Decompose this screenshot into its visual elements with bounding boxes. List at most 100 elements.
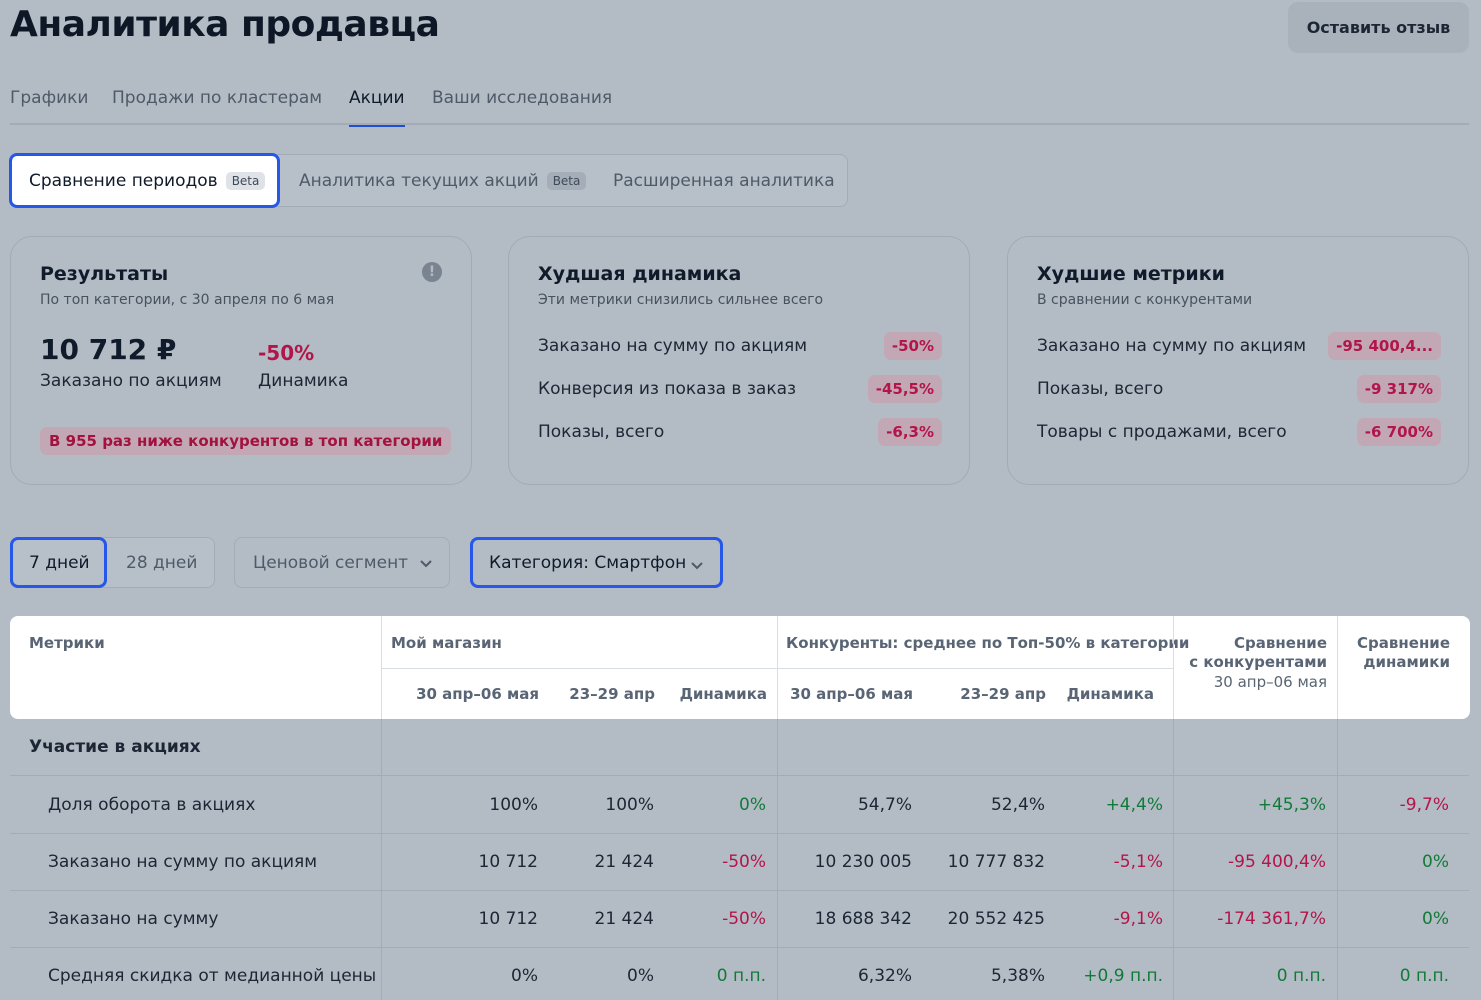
comp-current-value: 18 688 342 — [814, 909, 912, 929]
divider — [381, 719, 382, 1000]
divider — [381, 616, 382, 719]
vs-dynamics-value: 0 п.п. — [1399, 966, 1449, 986]
my-previous-value: 100% — [605, 795, 654, 815]
metric-value-badge: -9 317% — [1356, 375, 1441, 403]
comp-current-value: 6,32% — [857, 966, 912, 986]
price-segment-dropdown[interactable]: Ценовой сегмент — [234, 537, 450, 588]
metric-row: Показы, всего -9 317% — [1037, 375, 1441, 405]
subtab-advanced-analytics[interactable]: Расширенная аналитика — [613, 155, 835, 206]
col-my-store: Мой магазин — [391, 634, 502, 652]
period-7-days[interactable]: 7 дней — [10, 537, 107, 588]
beta-badge: Beta — [546, 171, 587, 190]
ordered-by-promo-label: Заказано по акциям — [40, 371, 222, 391]
worst-dynamics-card: Худшая динамика Эти метрики снизились си… — [508, 236, 970, 485]
subtab-label: Расширенная аналитика — [613, 170, 835, 191]
my-dynamics-value: 0 п.п. — [716, 966, 766, 986]
my-current-value: 10 712 — [478, 909, 538, 929]
category-dropdown[interactable]: Категория: Смартфон — [470, 537, 723, 588]
col-competitors: Конкуренты: среднее по Топ-50% в категор… — [786, 634, 1190, 652]
vs-competitors-value: +45,3% — [1257, 795, 1326, 815]
subtab-current-promotions[interactable]: Аналитика текущих акций Beta — [299, 155, 587, 206]
vs-dynamics-value: 0% — [1422, 852, 1449, 872]
info-icon[interactable]: ! — [422, 262, 442, 282]
col-compare-competitors-l1: Сравнение — [1234, 634, 1327, 652]
metric-label: Конверсия из показа в заказ — [538, 379, 797, 399]
metric-label: Показы, всего — [538, 422, 665, 442]
table-section-row: Участие в акциях — [10, 719, 1469, 776]
divider — [1337, 719, 1338, 1000]
section-title: Участие в акциях — [29, 737, 201, 757]
col-comp-previous: 23–29 апр — [960, 685, 1046, 703]
tab-your-research[interactable]: Ваши исследования — [432, 88, 613, 108]
card-subtitle: По топ категории, с 30 апреля по 6 мая — [40, 292, 335, 308]
table-row: Средняя скидка от медианной цены 0% 0% 0… — [10, 948, 1469, 1000]
vs-dynamics-value: -9,7% — [1399, 795, 1449, 815]
metric-name: Заказано на сумму — [48, 909, 219, 929]
divider — [382, 668, 1173, 669]
comp-dynamics-value: -5,1% — [1113, 852, 1163, 872]
my-current-value: 0% — [511, 966, 538, 986]
metric-name: Заказано на сумму по акциям — [48, 852, 318, 872]
divider — [1173, 719, 1174, 1000]
comp-current-value: 10 230 005 — [814, 852, 912, 872]
period-28-days[interactable]: 28 дней — [126, 552, 198, 573]
ordered-by-promo-value: 10 712 ₽ — [40, 333, 177, 366]
comp-current-value: 54,7% — [857, 795, 912, 815]
dynamics-label: Динамика — [258, 371, 349, 391]
metric-row: Заказано на сумму по акциям -50% — [538, 332, 942, 362]
col-my-previous: 23–29 апр — [569, 685, 655, 703]
metric-label: Заказано на сумму по акциям — [538, 336, 808, 356]
dynamics-value: -50% — [258, 341, 315, 365]
subtabs-segmented-control: Сравнение периодов Beta Аналитика текущи… — [9, 153, 848, 208]
chevron-down-icon — [420, 560, 432, 568]
col-my-dynamics: Динамика — [679, 685, 767, 703]
comp-dynamics-value: +0,9 п.п. — [1083, 966, 1163, 986]
subtab-label: Сравнение периодов — [29, 170, 218, 191]
my-dynamics-value: -50% — [722, 852, 766, 872]
my-current-value: 10 712 — [478, 852, 538, 872]
vs-competitors-value: 0 п.п. — [1276, 966, 1326, 986]
comp-previous-value: 52,4% — [990, 795, 1045, 815]
comp-previous-value: 10 777 832 — [947, 852, 1045, 872]
metric-value-badge: -50% — [883, 332, 942, 360]
subtab-period-comparison[interactable]: Сравнение периодов Beta — [9, 153, 280, 208]
divider — [777, 616, 778, 719]
beta-badge: Beta — [225, 171, 266, 190]
my-current-value: 100% — [489, 795, 538, 815]
chevron-down-icon — [691, 562, 703, 570]
vs-dynamics-value: 0% — [1422, 909, 1449, 929]
metric-label: Заказано на сумму по акциям — [1037, 336, 1307, 356]
divider — [777, 719, 778, 1000]
main-tabs: Графики Продажи по кластерам Акции Ваши … — [10, 84, 1469, 127]
my-dynamics-value: -50% — [722, 909, 766, 929]
card-subtitle: В сравнении с конкурентами — [1037, 292, 1253, 308]
table-row: Заказано на сумму 10 712 21 424 -50% 18 … — [10, 891, 1469, 948]
metric-value-badge: -95 400,4... — [1328, 332, 1441, 360]
metric-value-badge: -6 700% — [1356, 418, 1441, 446]
metric-value-badge: -6,3% — [878, 418, 942, 446]
card-title: Результаты — [40, 263, 169, 285]
table-row: Доля оборота в акциях 100% 100% 0% 54,7%… — [10, 777, 1469, 834]
metric-row: Показы, всего -6,3% — [538, 418, 942, 448]
tab-promotions[interactable]: Акции — [349, 88, 405, 127]
col-compare-dynamics-l2: динамики — [1363, 653, 1450, 671]
metric-label: Показы, всего — [1037, 379, 1164, 399]
competitor-warning-badge: В 955 раз ниже конкурентов в топ категор… — [40, 427, 452, 455]
card-title: Худшая динамика — [538, 263, 742, 285]
my-dynamics-value: 0% — [739, 795, 766, 815]
vs-competitors-value: -95 400,4% — [1228, 852, 1326, 872]
comp-previous-value: 20 552 425 — [947, 909, 1045, 929]
subtab-label: Аналитика текущих акций — [299, 170, 539, 191]
table-header: Метрики Мой магазин Конкуренты: среднее … — [10, 616, 1470, 719]
metric-row: Заказано на сумму по акциям -95 400,4... — [1037, 332, 1441, 362]
divider — [1173, 616, 1174, 719]
leave-feedback-button[interactable]: Оставить отзыв — [1288, 2, 1469, 53]
col-metrics: Метрики — [29, 634, 105, 652]
tab-cluster-sales[interactable]: Продажи по кластерам — [112, 88, 323, 108]
metric-name: Средняя скидка от медианной цены — [48, 966, 377, 986]
divider — [1337, 616, 1338, 719]
tab-charts[interactable]: Графики — [10, 88, 89, 108]
my-previous-value: 21 424 — [594, 852, 654, 872]
card-subtitle: Эти метрики снизились сильнее всего — [538, 292, 824, 308]
col-compare-competitors-period: 30 апр–06 мая — [1213, 673, 1327, 691]
